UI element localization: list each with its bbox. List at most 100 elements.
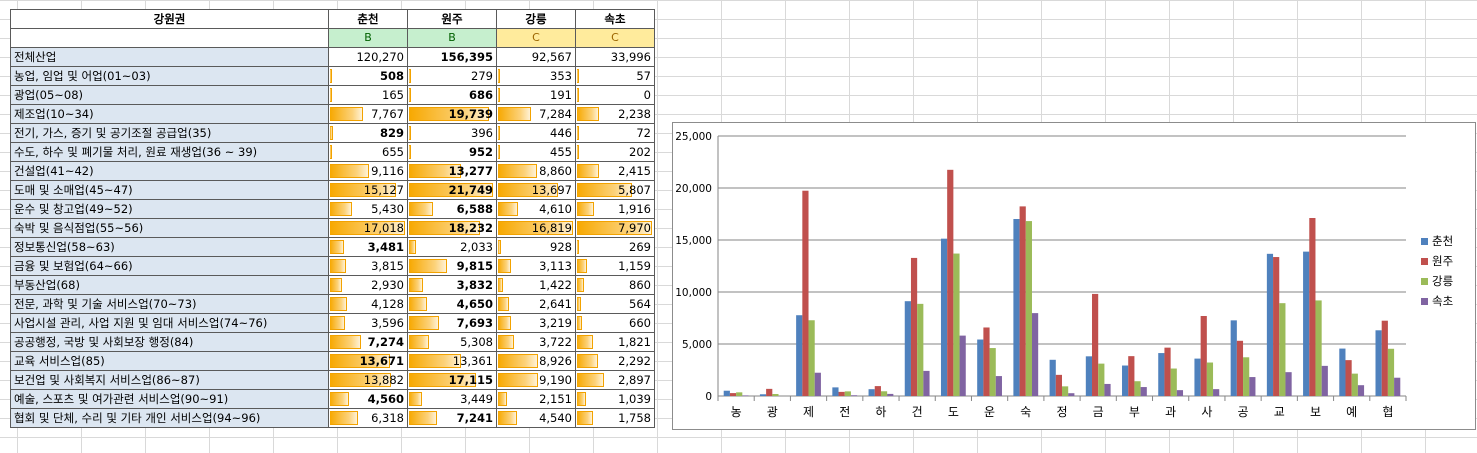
value-cell[interactable]: 860 [575, 275, 655, 295]
column-header[interactable]: 강릉 [496, 9, 576, 29]
row-label[interactable]: 농업, 임업 및 어업(01~03) [10, 66, 329, 86]
chart-bar[interactable] [1339, 348, 1346, 396]
chart-bar[interactable] [1266, 253, 1274, 396]
column-header[interactable]: 속초 [575, 9, 655, 29]
value-cell[interactable]: 15,127 [328, 180, 408, 200]
grade-cell[interactable]: B [328, 28, 408, 48]
empty-cell[interactable] [10, 28, 329, 48]
value-cell[interactable]: 2,151 [496, 389, 576, 409]
chart-bar[interactable] [1158, 353, 1165, 396]
grade-cell[interactable]: C [575, 28, 655, 48]
value-cell[interactable]: 3,481 [328, 237, 408, 257]
value-cell[interactable]: 202 [575, 142, 655, 162]
value-cell[interactable]: 660 [575, 313, 655, 333]
chart-bar[interactable] [838, 391, 845, 396]
chart-bar[interactable] [989, 348, 996, 396]
row-label[interactable]: 정보통신업(58~63) [10, 237, 329, 257]
value-cell[interactable]: 18,232 [407, 218, 497, 238]
chart-bar[interactable] [1321, 365, 1328, 396]
row-label[interactable]: 사업시설 관리, 사업 지원 및 임대 서비스업(74~76) [10, 313, 329, 333]
value-cell[interactable]: 2,930 [328, 275, 408, 295]
chart-bar[interactable] [904, 301, 911, 396]
value-cell[interactable]: 9,190 [496, 370, 576, 390]
value-cell[interactable]: 8,860 [496, 161, 576, 181]
grade-cell[interactable]: C [496, 28, 576, 48]
value-cell[interactable]: 13,361 [407, 351, 497, 371]
column-header[interactable]: 춘천 [328, 9, 408, 29]
value-cell[interactable]: 4,650 [407, 294, 497, 314]
value-cell[interactable]: 7,284 [496, 104, 576, 124]
value-cell[interactable]: 4,540 [496, 408, 576, 428]
chart-bar[interactable] [923, 370, 930, 396]
row-label[interactable]: 도매 및 소매업(45~47) [10, 180, 329, 200]
chart-bar[interactable] [729, 393, 737, 396]
value-cell[interactable]: 829 [328, 123, 408, 143]
chart-bar[interactable] [1128, 356, 1135, 396]
value-cell[interactable]: 2,415 [575, 161, 655, 181]
value-cell[interactable]: 2,641 [496, 294, 576, 314]
row-label[interactable]: 운수 및 창고업(49~52) [10, 199, 329, 219]
value-cell[interactable]: 3,449 [407, 389, 497, 409]
value-cell[interactable]: 16,819 [496, 218, 576, 238]
chart-bar[interactable] [1303, 251, 1310, 396]
chart-bar[interactable] [1213, 389, 1220, 396]
chart-bar[interactable] [1243, 357, 1250, 396]
value-cell[interactable]: 4,560 [328, 389, 408, 409]
value-cell[interactable]: 928 [496, 237, 576, 257]
value-cell[interactable]: 19,739 [407, 104, 497, 124]
value-cell[interactable]: 5,430 [328, 199, 408, 219]
chart-bar[interactable] [1387, 348, 1395, 396]
row-label[interactable]: 수도, 하수 및 폐기물 처리, 원료 재생업(36 ~ 39) [10, 142, 329, 162]
bar-chart[interactable]: 0 5,000 10,000 15,000 20,000 25,000 농 광 제 전 하 건 도 운 숙 정… [672, 122, 1476, 430]
legend-label[interactable]: 속초 [1432, 294, 1453, 308]
value-cell[interactable]: 6,318 [328, 408, 408, 428]
chart-bar[interactable] [1092, 293, 1099, 396]
value-cell[interactable]: 5,308 [407, 332, 497, 352]
chart-bar[interactable] [1273, 257, 1280, 396]
row-label[interactable]: 전문, 과학 및 기술 서비스업(70~73) [10, 294, 329, 314]
value-cell[interactable]: 3,596 [328, 313, 408, 333]
chart-bar[interactable] [917, 303, 924, 396]
value-cell[interactable]: 1,039 [575, 389, 655, 409]
chart-bar[interactable] [868, 389, 875, 396]
chart-bar[interactable] [1025, 221, 1032, 396]
value-cell[interactable]: 191 [496, 85, 576, 105]
chart-bar[interactable] [1381, 320, 1388, 396]
value-cell[interactable]: 3,832 [407, 275, 497, 295]
row-label[interactable]: 전체산업 [10, 47, 329, 67]
chart-bar[interactable] [977, 339, 984, 396]
chart-bar[interactable] [1394, 377, 1401, 396]
chart-bar[interactable] [995, 376, 1002, 396]
chart-bar[interactable] [772, 394, 779, 396]
value-cell[interactable]: 72 [575, 123, 655, 143]
legend-label[interactable]: 춘천 [1432, 234, 1453, 248]
legend-label[interactable]: 원주 [1432, 254, 1453, 268]
row-label[interactable]: 금융 및 보험업(64~66) [10, 256, 329, 276]
value-cell[interactable]: 952 [407, 142, 497, 162]
chart-bar[interactable] [1085, 356, 1093, 396]
chart-bar[interactable] [742, 395, 749, 396]
chart-bar[interactable] [1309, 218, 1316, 396]
row-label[interactable]: 보건업 및 사회복지 서비스업(86~87) [10, 370, 329, 390]
value-cell[interactable]: 33,996 [575, 47, 655, 67]
value-cell[interactable]: 21,749 [407, 180, 497, 200]
value-cell[interactable]: 446 [496, 123, 576, 143]
value-cell[interactable]: 13,697 [496, 180, 576, 200]
chart-bar[interactable] [947, 169, 954, 396]
value-cell[interactable]: 7,693 [407, 313, 497, 333]
row-label[interactable]: 교육 서비스업(85) [10, 351, 329, 371]
value-cell[interactable]: 7,274 [328, 332, 408, 352]
value-cell[interactable]: 455 [496, 142, 576, 162]
chart-bar[interactable] [1122, 365, 1129, 396]
value-cell[interactable]: 1,821 [575, 332, 655, 352]
chart-bar[interactable] [874, 386, 881, 396]
grade-cell[interactable]: B [407, 28, 497, 48]
value-cell[interactable]: 396 [407, 123, 497, 143]
value-cell[interactable]: 4,610 [496, 199, 576, 219]
value-cell[interactable]: 156,395 [407, 47, 497, 67]
chart-bar[interactable] [1164, 347, 1171, 396]
chart-bar[interactable] [1098, 363, 1105, 396]
chart-bar[interactable] [1357, 385, 1365, 396]
chart-bar[interactable] [983, 327, 990, 396]
chart-bar[interactable] [1285, 372, 1292, 396]
